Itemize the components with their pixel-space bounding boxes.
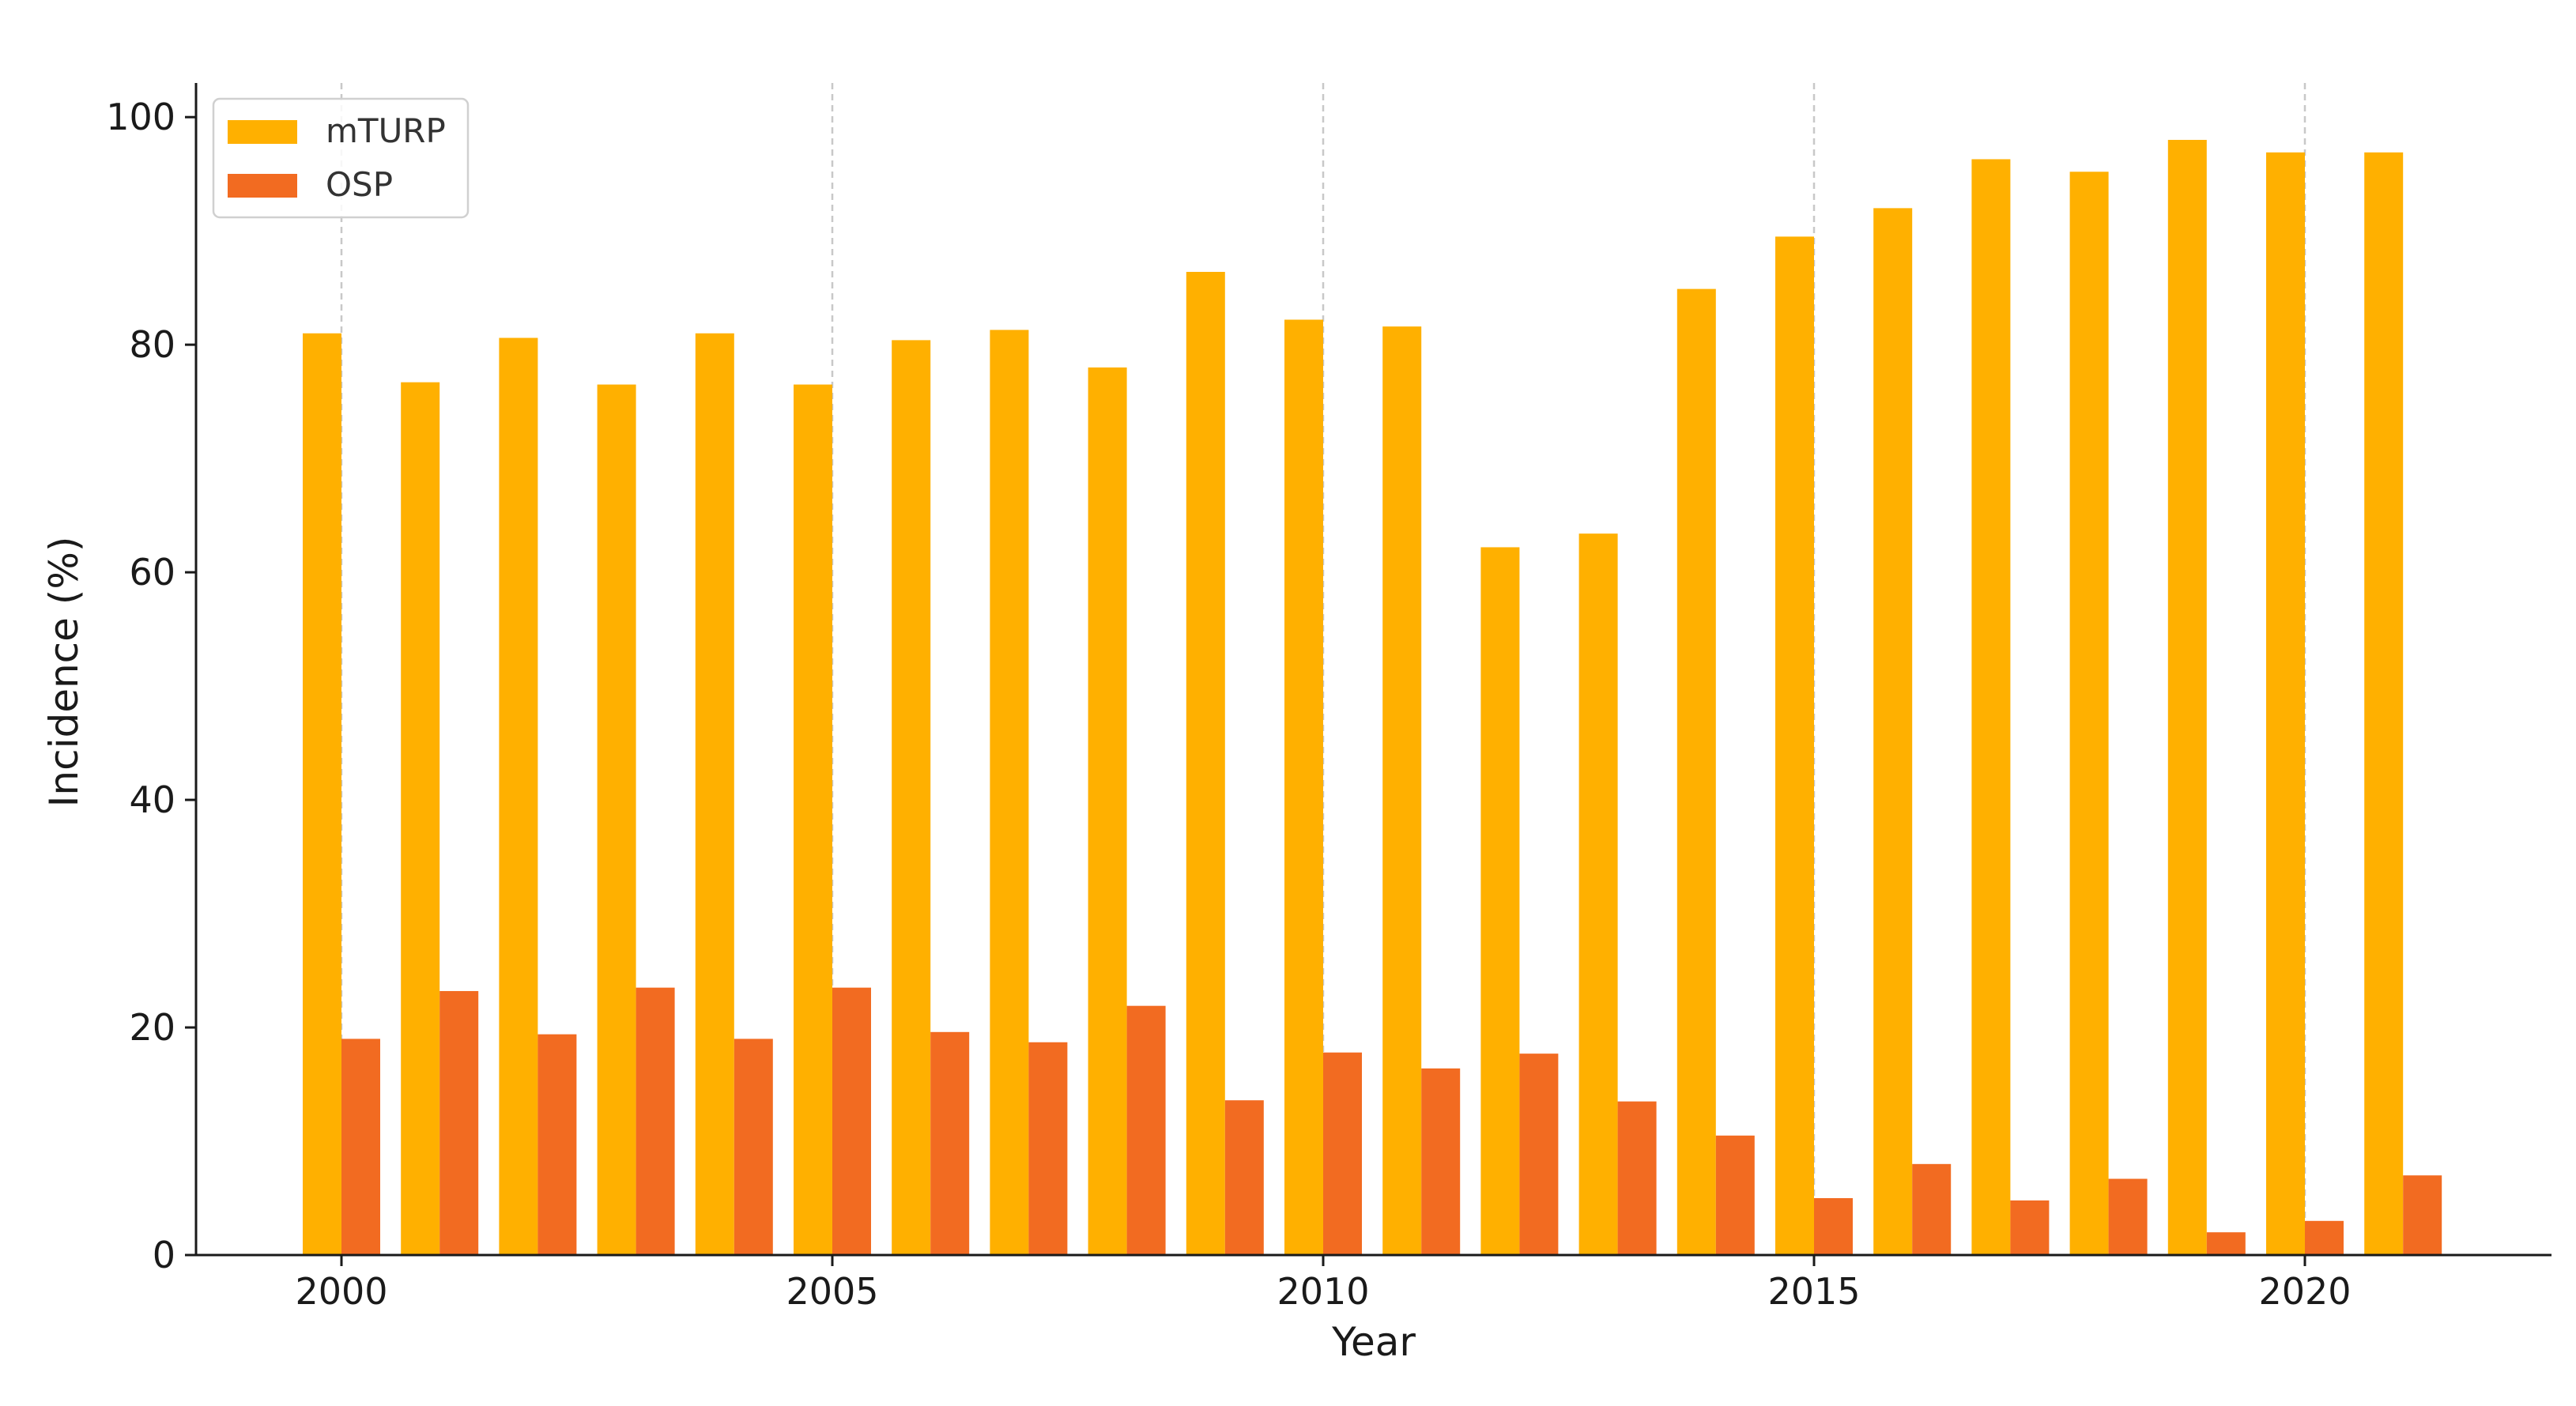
bar-osp-2002 — [537, 1034, 577, 1255]
bar-mturp-2006 — [892, 340, 931, 1255]
bar-osp-2003 — [636, 987, 675, 1255]
legend-swatch-osp — [228, 174, 297, 198]
bar-osp-2021 — [2403, 1175, 2442, 1255]
bar-mturp-2002 — [499, 337, 538, 1256]
y-tick-label-100: 100 — [106, 96, 175, 138]
bar-osp-2010 — [1323, 1052, 1362, 1255]
bar-mturp-2014 — [1676, 288, 1716, 1255]
bar-mturp-2011 — [1382, 326, 1422, 1256]
bar-osp-2011 — [1421, 1068, 1461, 1255]
bar-osp-2013 — [1617, 1101, 1657, 1255]
y-tick-label-80: 80 — [129, 323, 175, 366]
bar-osp-2014 — [1715, 1135, 1755, 1255]
bar-osp-2019 — [2206, 1232, 2246, 1255]
y-tick-label-0: 0 — [153, 1234, 175, 1276]
bar-mturp-2018 — [2069, 172, 2109, 1256]
bar-mturp-2017 — [1971, 159, 2011, 1255]
bar-osp-2009 — [1224, 1100, 1264, 1255]
bar-osp-2012 — [1519, 1054, 1559, 1255]
bar-mturp-2020 — [2266, 152, 2305, 1256]
bar-osp-2007 — [1028, 1042, 1068, 1255]
bar-mturp-2009 — [1186, 272, 1225, 1255]
bar-osp-2020 — [2305, 1220, 2344, 1255]
bar-osp-2008 — [1126, 1005, 1166, 1255]
y-tick-label-40: 40 — [129, 778, 175, 821]
x-tick-label-2020: 2020 — [2258, 1270, 2351, 1313]
bar-osp-2018 — [2108, 1178, 2148, 1255]
y-tick-label-20: 20 — [129, 1006, 175, 1049]
bar-mturp-2008 — [1088, 367, 1127, 1256]
legend: mTURP OSP — [212, 97, 470, 219]
bar-mturp-2003 — [597, 384, 636, 1255]
bar-osp-2001 — [439, 990, 479, 1255]
x-tick-label-2010: 2010 — [1277, 1270, 1369, 1313]
bar-mturp-2005 — [794, 384, 832, 1255]
legend-label-osp: OSP — [326, 165, 393, 204]
x-tick-label-2000: 2000 — [295, 1270, 387, 1313]
ticks: 0 20 40 60 80 100 2000 2005 2010 2015 2020 — [106, 96, 2351, 1313]
bar-mturp-2004 — [695, 333, 734, 1255]
bars — [303, 139, 2442, 1256]
bar-osp-2005 — [832, 987, 871, 1255]
bar-mturp-2019 — [2167, 139, 2207, 1256]
x-tick-label-2015: 2015 — [1767, 1270, 1860, 1313]
bar-osp-2004 — [734, 1038, 773, 1255]
bar-osp-2000 — [341, 1038, 380, 1255]
bar-mturp-2010 — [1284, 319, 1323, 1255]
y-tick-label-60: 60 — [129, 551, 175, 594]
bar-mturp-2021 — [2364, 152, 2404, 1256]
bar-mturp-2016 — [1873, 208, 1913, 1255]
bar-osp-2006 — [930, 1031, 970, 1255]
bar-osp-2016 — [1912, 1163, 1952, 1255]
bar-mturp-2013 — [1578, 533, 1618, 1255]
x-axis-title: Year — [1331, 1319, 1416, 1365]
bar-mturp-2007 — [990, 330, 1029, 1255]
bar-mturp-2000 — [303, 333, 341, 1255]
axes — [194, 83, 2551, 1257]
legend-label-mturp: mTURP — [326, 111, 446, 150]
x-tick-label-2005: 2005 — [786, 1270, 878, 1313]
legend-swatch-mturp — [228, 120, 297, 144]
bar-mturp-2001 — [401, 382, 440, 1255]
bar-mturp-2015 — [1775, 236, 1814, 1255]
bar-osp-2015 — [1814, 1198, 1853, 1255]
bar-mturp-2012 — [1480, 547, 1520, 1255]
bar-osp-2017 — [2010, 1200, 2050, 1255]
y-axis-title: Incidence (%) — [41, 537, 87, 808]
